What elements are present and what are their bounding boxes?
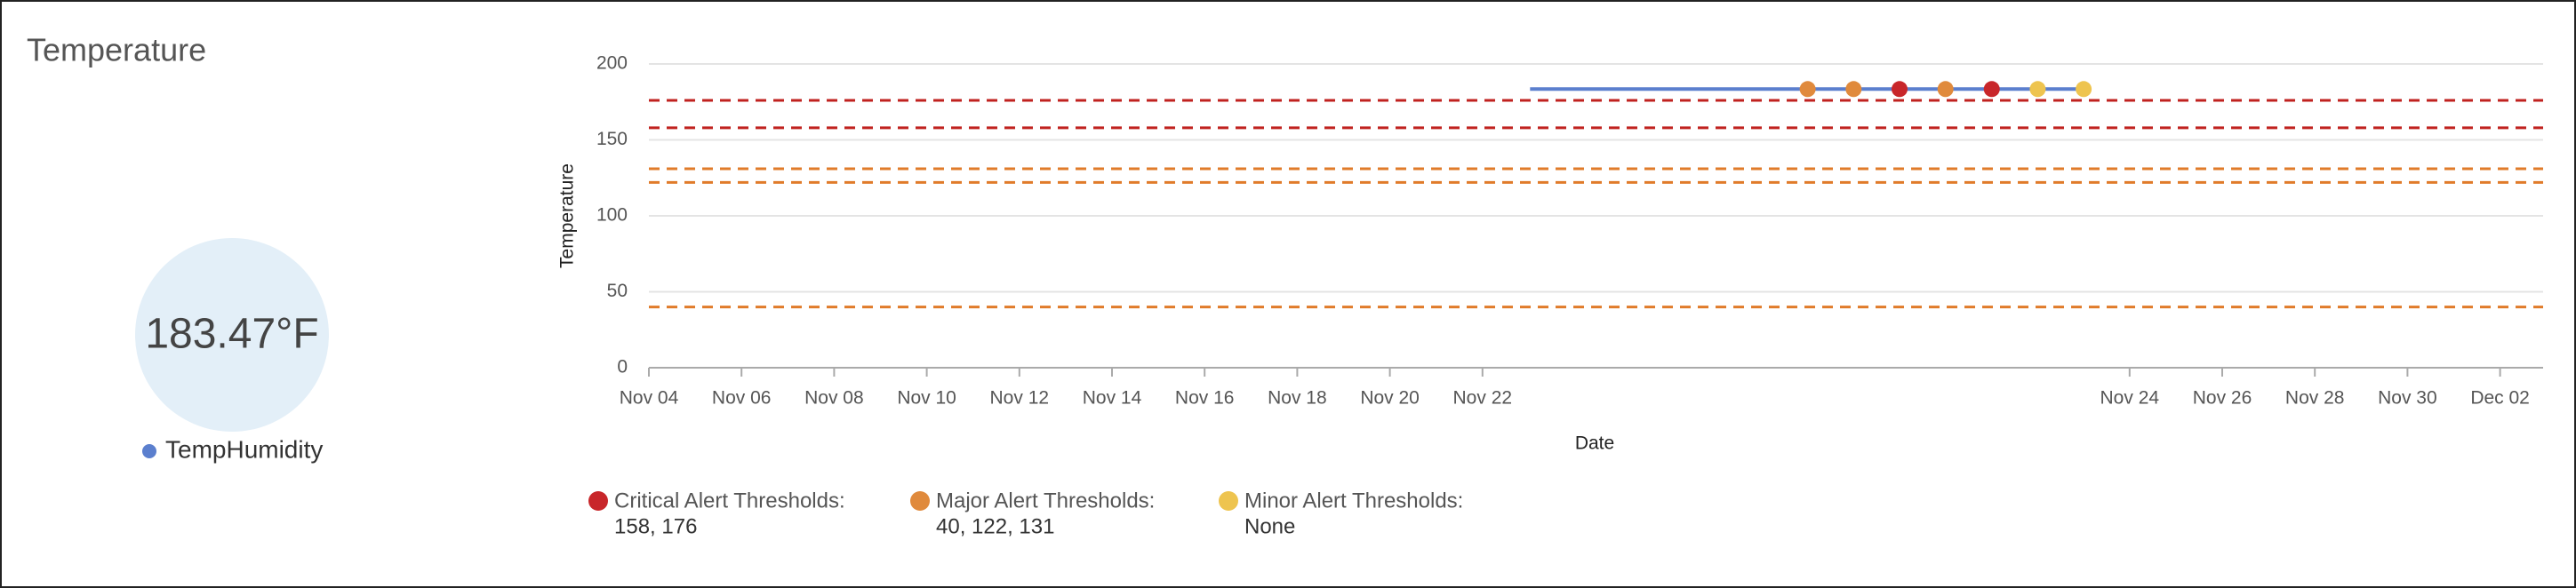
x-tick-label: Nov 30 <box>2378 388 2437 409</box>
threshold-legend-dot <box>1219 491 1238 511</box>
data-point <box>2029 81 2046 98</box>
gauge-value: 183.47°F <box>145 311 318 358</box>
x-axis-label: Date <box>1575 433 1614 454</box>
threshold-legend-label: Critical Alert Thresholds: <box>614 489 845 513</box>
threshold-legend-label: Minor Alert Thresholds: <box>1244 489 1463 513</box>
x-tick-label: Nov 28 <box>2285 388 2345 409</box>
x-tick-label: Nov 08 <box>804 388 864 409</box>
x-tick-label: Nov 04 <box>620 388 679 409</box>
y-tick-label: 100 <box>596 205 628 226</box>
x-tick-label: Nov 18 <box>1268 388 1327 409</box>
x-tick-label: Nov 12 <box>990 388 1050 409</box>
data-point <box>1845 81 1862 98</box>
y-tick-label: 50 <box>607 281 628 301</box>
y-tick-label: 200 <box>596 53 628 74</box>
gauge-circle <box>135 238 329 432</box>
y-tick-label: 0 <box>617 357 628 377</box>
y-axis-label: Temperature <box>557 163 578 268</box>
x-tick-label: Nov 22 <box>1453 388 1513 409</box>
x-tick-label: Nov 24 <box>2100 388 2160 409</box>
x-tick-label: Nov 26 <box>2193 388 2252 409</box>
threshold-legend-dot <box>588 491 608 511</box>
threshold-legend-levels: 40, 122, 131 <box>936 514 1054 538</box>
x-tick-label: Nov 16 <box>1175 388 1235 409</box>
threshold-legend-levels: None <box>1244 514 1295 538</box>
data-point <box>1983 81 2000 98</box>
data-point <box>1891 81 1908 98</box>
data-point <box>1937 81 1954 98</box>
threshold-legend-dot <box>910 491 930 511</box>
x-tick-label: Nov 20 <box>1360 388 1420 409</box>
threshold-legend-label: Major Alert Thresholds: <box>936 489 1155 513</box>
threshold-legend-levels: 158, 176 <box>614 514 697 538</box>
x-tick-label: Dec 02 <box>2470 388 2530 409</box>
legend-label: TempHumidity <box>165 435 323 463</box>
x-tick-label: Nov 10 <box>897 388 956 409</box>
legend-dot <box>142 444 156 458</box>
panel-title: Temperature <box>27 32 206 68</box>
data-point <box>1799 81 1816 98</box>
x-tick-label: Nov 14 <box>1083 388 1142 409</box>
y-tick-label: 150 <box>596 129 628 149</box>
data-point <box>2076 81 2092 98</box>
x-tick-label: Nov 06 <box>712 388 772 409</box>
